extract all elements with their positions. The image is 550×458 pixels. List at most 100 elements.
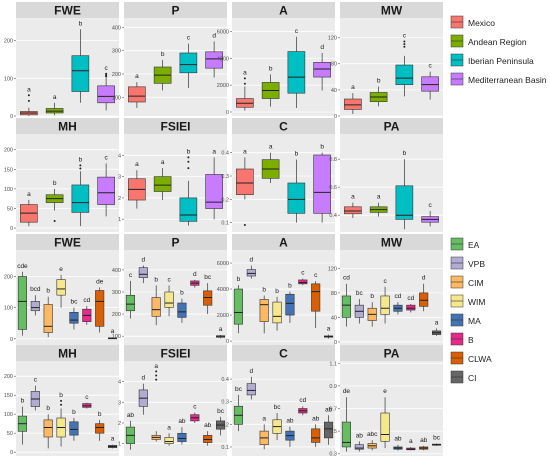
y-tick-label: 150: [4, 167, 13, 173]
significance-letter: a: [167, 424, 171, 431]
significance-letter: c: [383, 278, 387, 285]
significance-letter: b: [161, 51, 165, 58]
box-body: [354, 444, 364, 450]
y-tick-label: 2: [118, 421, 121, 427]
y-tick-label: 0.4: [221, 151, 229, 157]
box-body: [69, 421, 79, 436]
box-body: [138, 267, 148, 278]
box-outlier: [105, 72, 108, 75]
y-tick-label: 200: [4, 39, 13, 45]
box-body: [341, 421, 351, 448]
box-body: [324, 421, 334, 439]
y-tick-label: 6000: [217, 261, 229, 267]
significance-letter: b: [295, 151, 299, 158]
significance-letter: b: [154, 276, 158, 283]
significance-letter: a: [53, 94, 57, 101]
significance-letter: a: [135, 161, 139, 168]
plot-background: [16, 361, 119, 456]
box-body: [125, 294, 135, 312]
panel-strip: [232, 2, 335, 18]
panel-title: A: [279, 4, 288, 18]
significance-letter: cd: [83, 297, 90, 304]
legend-label: CLWA: [468, 354, 492, 364]
panel-title: MH: [58, 120, 77, 134]
y-tick-label: 40: [331, 88, 337, 94]
significance-letter: abc: [367, 431, 378, 438]
significance-letter: c: [187, 35, 191, 42]
box-body: [177, 432, 187, 442]
box-body: [311, 283, 321, 312]
significance-letter: bc: [204, 274, 212, 281]
y-tick-label: 300: [112, 49, 121, 55]
box-outlier: [27, 99, 30, 102]
significance-letter: d: [422, 275, 426, 282]
panel-strip: [340, 2, 443, 18]
significance-letter: b: [98, 411, 102, 418]
panel-top-p: P 100 200 300 400 a b c d: [112, 2, 227, 116]
panel-strip: [340, 118, 443, 134]
y-tick-label: 4: [118, 380, 121, 386]
y-tick-label: 50: [7, 206, 13, 212]
significance-letter: cd: [299, 397, 306, 404]
significance-letter: b: [53, 180, 57, 187]
significance-letter: a: [27, 191, 31, 198]
box-body: [164, 291, 174, 308]
significance-letter: ab: [178, 418, 186, 425]
y-tick-label: 120: [328, 36, 337, 42]
box-body: [236, 168, 254, 195]
significance-letter: d: [193, 271, 197, 278]
significance-letter: a: [243, 148, 247, 155]
y-tick-label: 0.8: [329, 157, 337, 163]
significance-letter: a: [161, 159, 165, 166]
y-tick-label: 1.1: [329, 361, 337, 367]
y-tick-label: 40: [331, 315, 337, 321]
significance-letter: e: [383, 388, 387, 395]
box-body: [71, 55, 90, 92]
y-tick-label: 400: [112, 268, 121, 274]
legend-groups: EA VPB CIM WIM MA B CLWA CI: [450, 237, 492, 384]
significance-letter: bc: [71, 299, 79, 306]
legend-regions: Mexico Andean Region Iberian Peninsula Medi…: [450, 15, 547, 86]
significance-letter: b: [288, 283, 292, 290]
y-tick-label: 1: [118, 442, 121, 448]
legend-label: EA: [468, 240, 480, 250]
box-body: [419, 292, 429, 307]
significance-letter: c: [429, 202, 433, 209]
significance-letter: e: [59, 266, 63, 273]
box-body: [153, 176, 172, 192]
significance-letter: c: [105, 154, 109, 161]
significance-letter: b: [59, 392, 63, 399]
box-outlier: [155, 370, 158, 373]
panel-title: FSIEI: [160, 120, 190, 134]
significance-letter: bc: [274, 404, 282, 411]
y-tick-label: 6000: [217, 29, 229, 35]
panel-title: PA: [384, 120, 400, 134]
box-body: [205, 51, 223, 69]
significance-letter: b: [403, 150, 407, 157]
significance-letter: a: [351, 194, 355, 201]
box-body: [164, 437, 174, 444]
box-body: [395, 64, 414, 85]
box-body: [395, 185, 414, 220]
panel-bottom-a: A 0 2000 4000 6000 b d b b b c c a: [217, 234, 335, 345]
legend-label: MA: [468, 316, 481, 326]
y-tick-label: 0: [226, 110, 229, 116]
significance-letter: b: [21, 398, 25, 405]
significance-letter: c: [129, 272, 133, 279]
panel-top-mw: MW 0 40 80 120 a b c c: [328, 2, 443, 120]
panel-title: C: [279, 120, 288, 134]
significance-letter: d: [250, 257, 254, 264]
significance-letter: bc: [433, 435, 441, 442]
legend-label: CI: [468, 373, 477, 383]
box-body: [56, 279, 66, 296]
significance-letter: a: [351, 84, 355, 91]
box-outlier: [403, 43, 406, 46]
y-tick-label: 4: [118, 153, 121, 159]
legend-label: Iberian Peninsula: [468, 56, 534, 66]
y-tick-label: 200: [4, 374, 13, 380]
panel-strip: [340, 345, 443, 361]
y-tick-label: 0.3: [221, 174, 229, 180]
significance-letter: c: [301, 270, 305, 277]
y-tick-label: 120: [328, 266, 337, 272]
